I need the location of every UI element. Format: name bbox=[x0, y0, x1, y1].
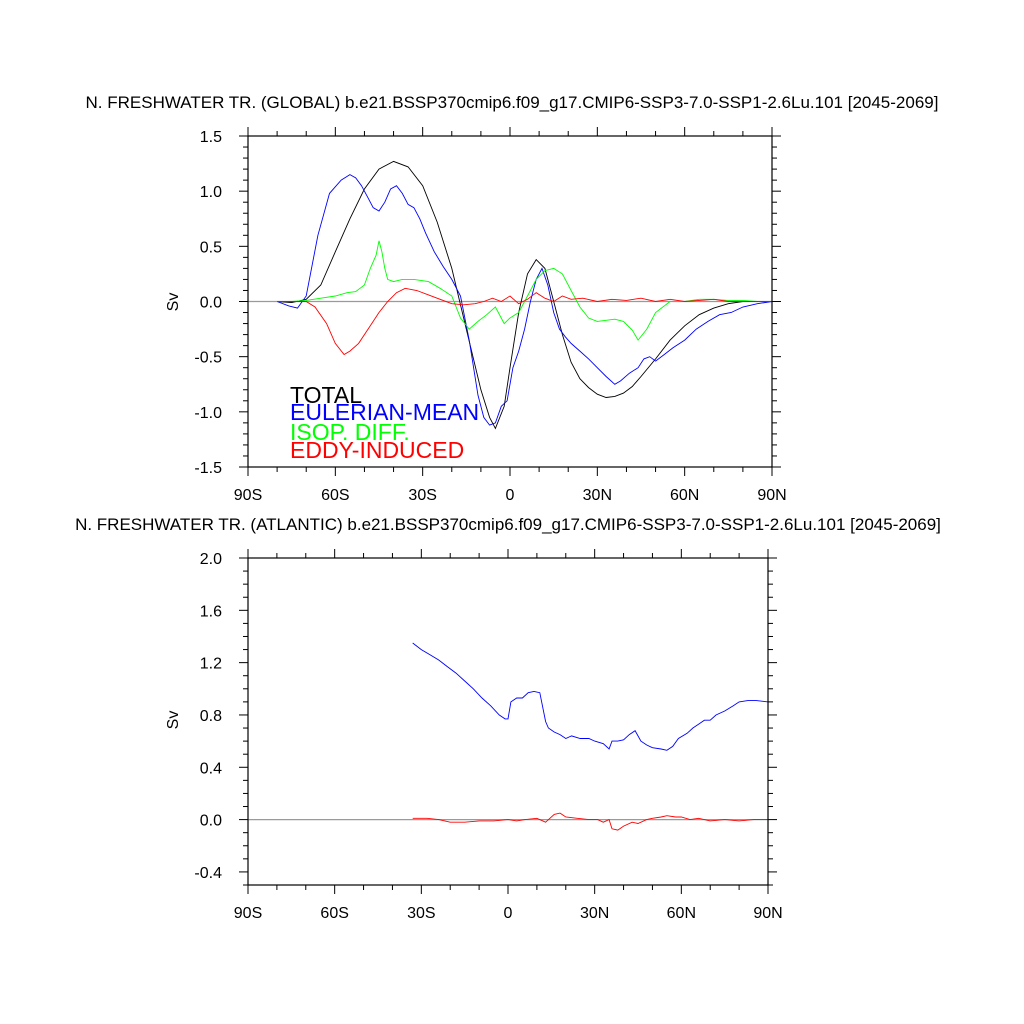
x-tick-label: 30N bbox=[583, 487, 612, 504]
series-eddy-induced-line-atlantic bbox=[412, 812, 768, 831]
y-tick-label: 2.0 bbox=[200, 551, 222, 568]
legend-eulerian-mean: EULERIAN-MEAN bbox=[290, 399, 479, 425]
y-tick-label: -0.5 bbox=[194, 350, 222, 367]
x-tick-label: 90S bbox=[234, 905, 262, 922]
x-tick-label: 0 bbox=[504, 905, 513, 922]
series-isop-diff-line-global bbox=[277, 240, 772, 341]
chart-title-global: N. FRESHWATER TR. (GLOBAL) b.e21.BSSP370… bbox=[86, 93, 939, 112]
x-tick-label: 0 bbox=[506, 487, 515, 504]
series-eddy-induced-line-global bbox=[277, 287, 772, 356]
y-tick-label: 0.0 bbox=[200, 813, 222, 830]
y-tick-label: 0.5 bbox=[200, 239, 222, 256]
y-axis-label-atlantic: Sv bbox=[165, 711, 182, 730]
series-eulerian-mean-line-global bbox=[276, 174, 773, 426]
legend: TOTAL EULERIAN-MEAN ISOP. DIFF. EDDY-IND… bbox=[290, 382, 479, 463]
plot-frame-atlantic bbox=[247, 557, 769, 886]
x-tick-label: 60N bbox=[670, 487, 699, 504]
legend-isop-diff: ISOP. DIFF. bbox=[290, 419, 410, 445]
x-tick-label: 30N bbox=[580, 905, 609, 922]
y-axis-label-global: Sv bbox=[165, 293, 182, 312]
series-total-line-global bbox=[277, 160, 772, 430]
y-tick-label: 1.5 bbox=[200, 129, 222, 146]
x-tick-label: 60N bbox=[667, 905, 696, 922]
y-tick-label: 1.6 bbox=[200, 603, 222, 620]
x-tick-label: 90S bbox=[234, 487, 262, 504]
y-tick-label: 1.2 bbox=[200, 656, 222, 673]
y-tick-label: 1.0 bbox=[200, 184, 222, 201]
legend-total: TOTAL bbox=[290, 382, 362, 408]
x-tick-label: 90N bbox=[757, 487, 786, 504]
y-tick-label: 0.4 bbox=[200, 760, 222, 777]
y-tick-label: -1.5 bbox=[194, 460, 222, 477]
x-tick-label: 30S bbox=[407, 905, 435, 922]
plot-atlantic: 90S 60S 30S 0 30N 60N 90N 2.0 1.6 1.2 0.8 0.4 0.0 -0.… bbox=[194, 549, 783, 922]
y-tick-label: -0.4 bbox=[194, 865, 222, 882]
y-tick-label: -1.0 bbox=[194, 405, 222, 422]
plot-global: 90S 60S 30S 0 30N 60N 90N 1.5 1.0 0.5 0.0 -0.5 -1.0 -… bbox=[194, 127, 787, 504]
x-tick-label: 90N bbox=[753, 905, 782, 922]
legend-eddy-induced: EDDY-INDUCED bbox=[290, 437, 464, 463]
x-tick-label: 60S bbox=[320, 905, 348, 922]
series-eulerian-mean-line-atlantic bbox=[412, 642, 769, 751]
x-tick-label: 30S bbox=[408, 487, 436, 504]
chart-title-atlantic: N. FRESHWATER TR. (ATLANTIC) b.e21.BSSP3… bbox=[75, 515, 941, 534]
y-tick-label: 0.8 bbox=[200, 708, 222, 725]
y-tick-label: 0.0 bbox=[200, 295, 222, 312]
x-tick-label: 60S bbox=[321, 487, 349, 504]
